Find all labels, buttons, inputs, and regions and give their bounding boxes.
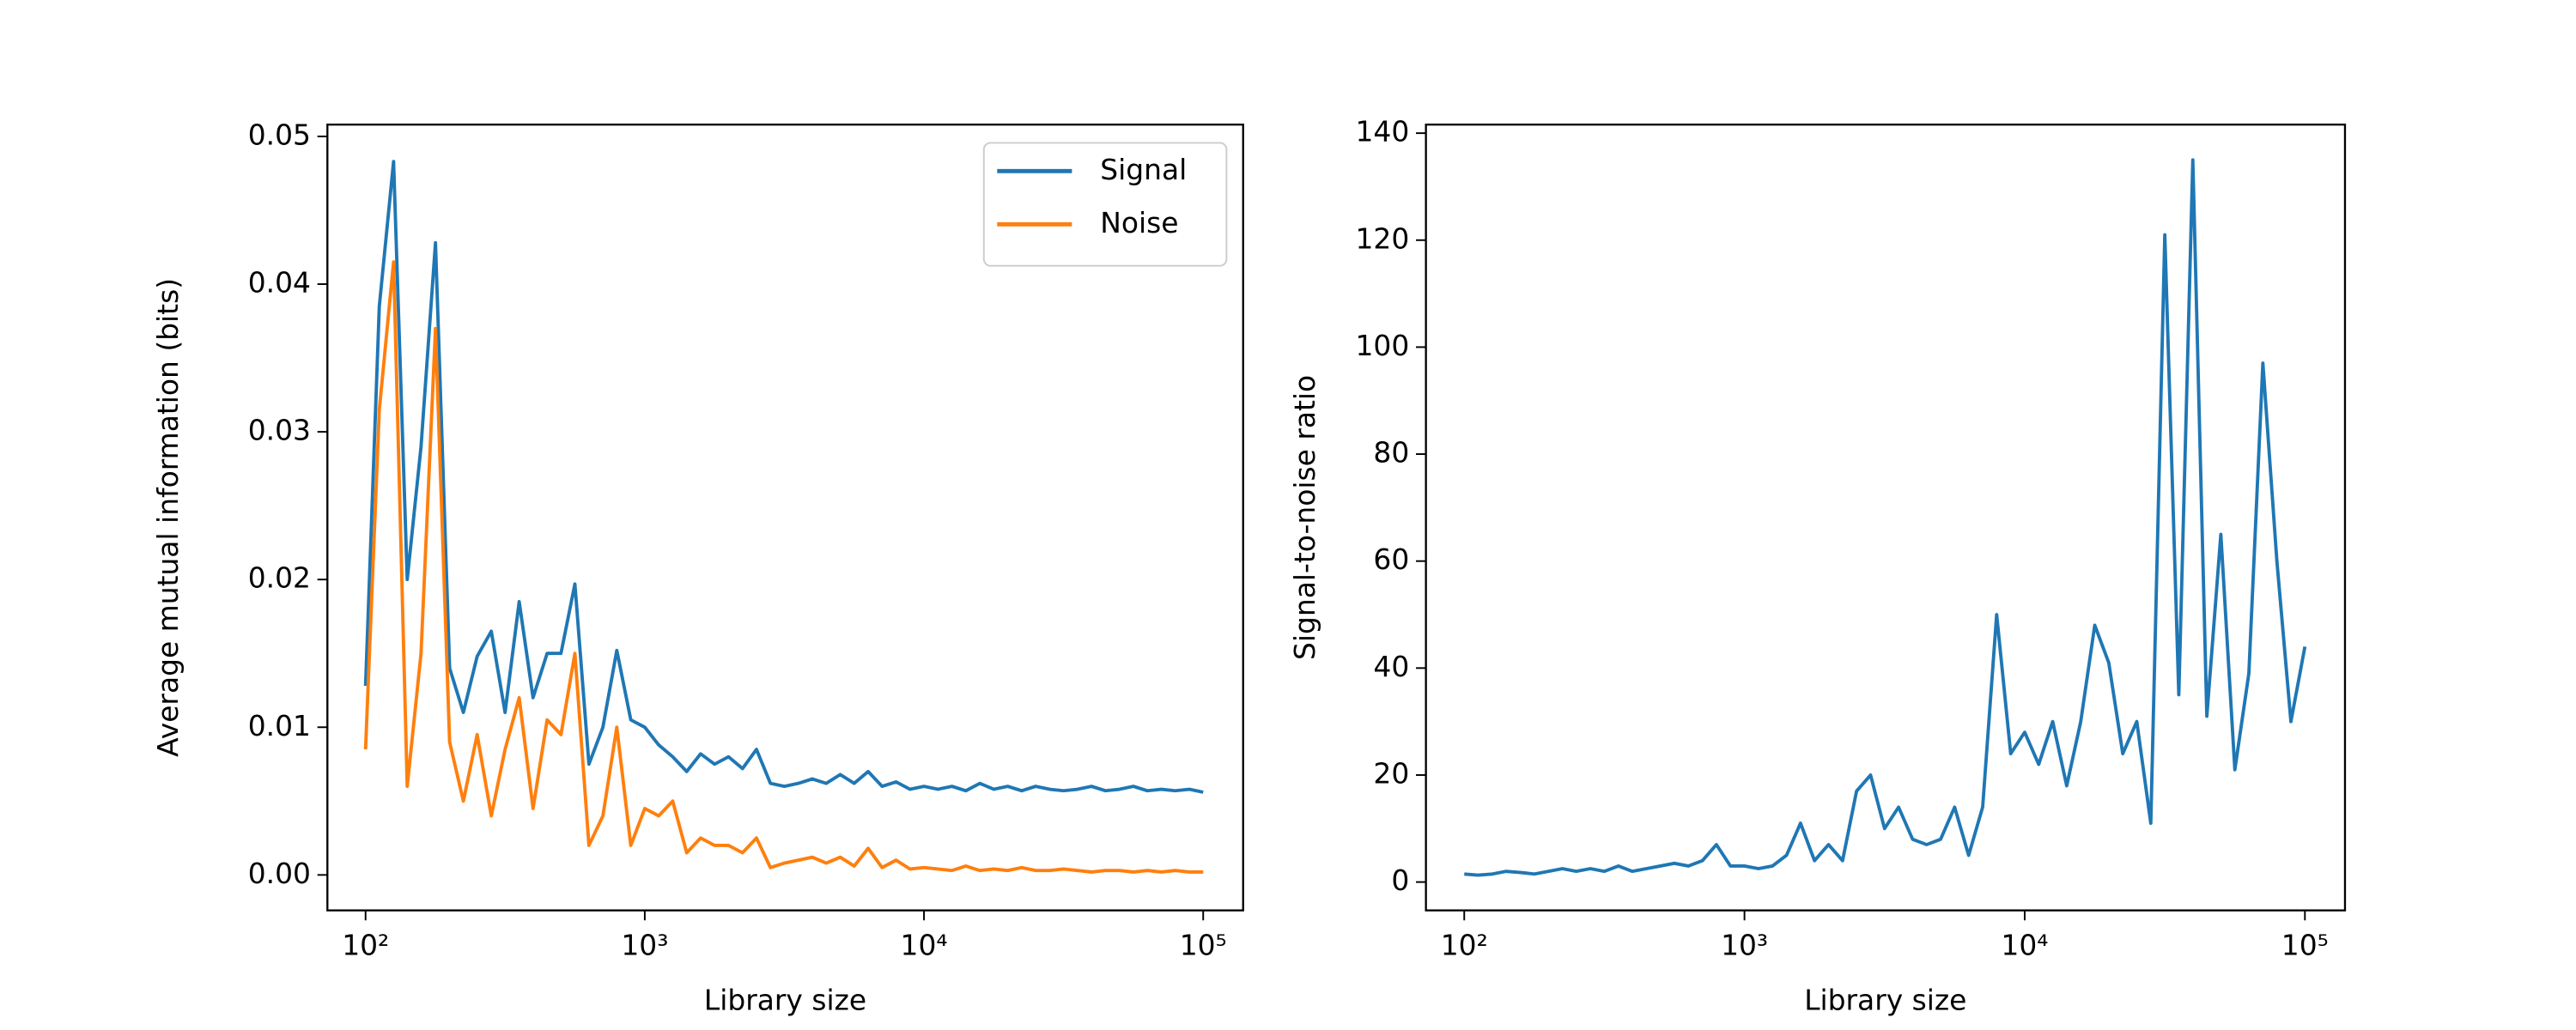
y-tick-label: 40 <box>1373 650 1409 683</box>
y-axis-label: Signal-to-noise ratio <box>1288 375 1321 660</box>
y-tick-label: 60 <box>1373 542 1409 576</box>
x-tick-label: 10⁵ <box>1180 929 1227 962</box>
y-tick-label: 120 <box>1356 221 1410 255</box>
y-tick-label: 0.03 <box>248 414 311 447</box>
legend-label: Noise <box>1100 206 1178 239</box>
y-tick-label: 0.02 <box>248 561 311 595</box>
y-tick-label: 20 <box>1373 756 1409 790</box>
x-tick-label: 10⁴ <box>2001 929 2048 962</box>
y-tick-label: 0.05 <box>248 118 311 151</box>
line-series <box>1464 158 2307 877</box>
y-tick-label: 100 <box>1356 329 1410 362</box>
line-series <box>363 160 1204 794</box>
legend-label: Signal <box>1100 153 1187 186</box>
y-tick-label: 0.01 <box>248 709 311 742</box>
y-tick-label: 140 <box>1356 115 1410 148</box>
x-tick-label: 10³ <box>621 929 668 962</box>
y-axis-label: Average mutual information (bits) <box>151 278 185 757</box>
x-tick-label: 10⁵ <box>2281 929 2329 962</box>
line-series <box>363 260 1204 874</box>
y-tick-label: 80 <box>1373 436 1409 470</box>
legend-box <box>982 142 1228 267</box>
x-axis-label: Library size <box>1804 984 1966 1017</box>
x-axis-label: Library size <box>704 984 866 1017</box>
y-tick-label: 0.04 <box>248 266 311 300</box>
x-tick-label: 10³ <box>1721 929 1768 962</box>
axes-frame <box>1425 123 2347 912</box>
y-tick-label: 0.00 <box>248 857 311 890</box>
x-tick-label: 10⁴ <box>901 929 948 962</box>
y-tick-label: 0 <box>1391 863 1409 897</box>
x-tick-label: 10² <box>342 929 389 962</box>
x-tick-label: 10² <box>1441 929 1488 962</box>
axes-frame <box>326 123 1244 912</box>
